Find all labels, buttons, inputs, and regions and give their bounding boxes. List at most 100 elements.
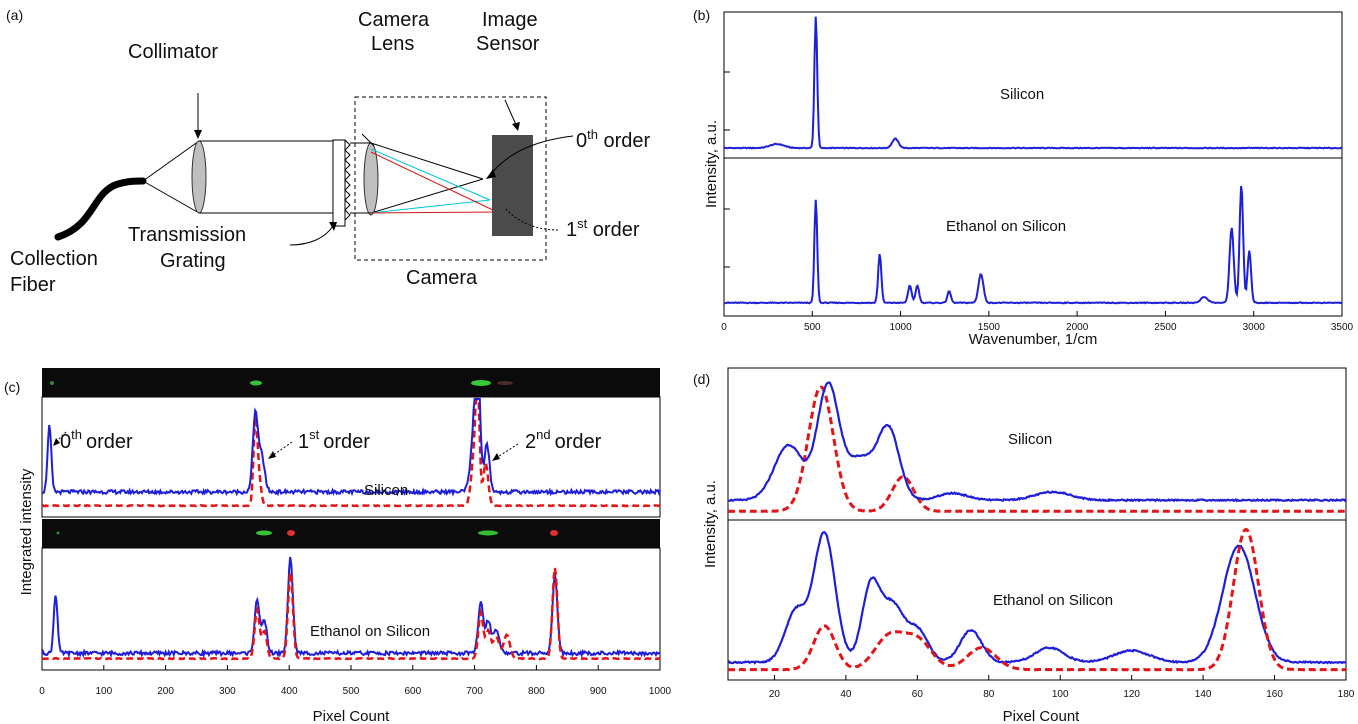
chart-b-frame — [723, 11, 1343, 317]
ray-1st-cyan-a — [370, 148, 491, 201]
chart-d-xlabel: Pixel Count — [1003, 708, 1081, 724]
chart-d-ylabel: Intensity, a.u. — [702, 480, 719, 568]
chart-d-label-silicon: Silicon — [1008, 431, 1052, 448]
x-tick-label: 2500 — [1154, 322, 1177, 333]
strip-top-spot-1 — [250, 380, 262, 386]
image-sensor-label-2: Sensor — [476, 33, 540, 55]
chart-d-bottom-measured — [727, 531, 1347, 665]
strip-bottom-spot-4 — [550, 530, 558, 536]
strip-top-spot-2 — [471, 380, 491, 386]
strip-bottom-spot-1 — [256, 530, 272, 536]
panel-label-c: (c) — [4, 379, 20, 395]
order0-pointer — [489, 135, 574, 176]
order1-arrowhead — [268, 451, 276, 459]
x-tick-label: 100 — [95, 686, 112, 697]
strip-bottom-spot-0 — [56, 531, 60, 535]
x-tick-label: 3500 — [1331, 322, 1354, 333]
ray-0th-lower — [370, 178, 484, 214]
x-tick-label: 200 — [157, 686, 174, 697]
panel-label-d: (d) — [693, 371, 710, 387]
chart-d-top-reference — [727, 385, 1347, 513]
ray-1st-red-a — [370, 151, 498, 213]
x-tick-label: 600 — [404, 686, 421, 697]
strip-bottom-spot-2 — [287, 530, 295, 536]
chart-d-label-ethanol: Ethanol on Silicon — [993, 592, 1113, 609]
chart-c-xlabel: Pixel Count — [313, 708, 391, 724]
image-sensor-pointer — [504, 99, 518, 128]
panel-label-a: (a) — [6, 7, 23, 23]
panel-label-b: (b) — [693, 7, 710, 23]
x-tick-label: 20 — [769, 689, 781, 700]
x-tick-label: 40 — [840, 689, 852, 700]
grating-teeth — [344, 139, 351, 221]
chart-c-order0-label: 0th order — [60, 427, 133, 453]
chart-b: 0 500 1000 1500 2000 2500 3000 3500 Silicon Eth… — [703, 11, 1354, 348]
order2-arrow-line — [495, 443, 519, 459]
chart-d: 20 40 60 80 100 120 140 160 180 Silicon Ethanol … — [702, 367, 1355, 724]
x-tick-label: 0 — [39, 686, 45, 697]
chart-c-camera-strip-top — [42, 368, 660, 397]
collection-fiber-label-2: Fiber — [10, 274, 56, 296]
camera-lens-label-1: Camera — [358, 9, 430, 31]
x-tick-label: 140 — [1195, 689, 1212, 700]
chart-b-label-ethanol: Ethanol on Silicon — [946, 218, 1066, 235]
chart-c-label-silicon: Silicon — [364, 482, 408, 499]
image-sensor-label-1: Image — [482, 9, 538, 31]
camera-label: Camera — [406, 267, 478, 289]
order2-arrowhead — [492, 453, 500, 461]
x-tick-label: 1000 — [889, 322, 912, 333]
x-tick-label: 300 — [219, 686, 236, 697]
chart-c-camera-strip-bottom — [42, 519, 660, 548]
x-tick-label: 160 — [1266, 689, 1283, 700]
collimator-label: Collimator — [128, 41, 218, 63]
ray-1st-red-b — [370, 211, 498, 214]
strip-top-spot-3 — [497, 381, 513, 385]
chart-b-series-ethanol — [724, 185, 1343, 305]
chart-c-frame-top — [41, 396, 661, 518]
chart-b-series-silicon — [723, 16, 1342, 150]
x-tick-label: 700 — [466, 686, 483, 697]
order0-label: 0th order — [576, 127, 651, 152]
transmission-grating-label-2: Grating — [160, 250, 226, 272]
chart-c-top-measured — [41, 398, 661, 497]
collimator-lens — [191, 140, 207, 214]
image-sensor-arrowhead — [512, 122, 520, 131]
x-tick-label: 800 — [528, 686, 545, 697]
chart-d-frame — [727, 367, 1347, 681]
strip-top-spot-0 — [50, 381, 54, 385]
x-tick-label: 80 — [983, 689, 995, 700]
chart-b-xlabel: Wavenumber, 1/cm — [969, 331, 1098, 348]
beam-upper-diverging — [142, 140, 200, 182]
x-tick-label: 3000 — [1243, 322, 1266, 333]
camera-box — [354, 96, 547, 261]
transmission-grating-label-1: Transmission — [128, 224, 246, 246]
camera-lens-pointer — [361, 133, 375, 147]
order0-arrowhead — [486, 169, 496, 179]
chart-c-x-ticks: 0 100 200 300 400 500 600 700 800 900 1000 — [39, 665, 672, 697]
chart-d-bottom-reference — [727, 527, 1346, 672]
grating-pointer — [289, 225, 334, 246]
x-tick-label: 0 — [721, 322, 727, 333]
x-tick-label: 500 — [804, 322, 821, 333]
spectrometer-diagram: Collimator Camera Lens Image Sensor 0th … — [10, 9, 651, 296]
chart-b-x-ticks: 0 500 1000 1500 2000 2500 3000 3500 — [721, 311, 1354, 333]
x-tick-label: 180 — [1338, 689, 1355, 700]
beam-lower-diverging — [142, 180, 200, 214]
order1-label: 1st order — [566, 216, 640, 241]
chart-c-bottom-reference — [41, 567, 661, 661]
x-tick-label: 120 — [1123, 689, 1140, 700]
order1-pointer — [504, 207, 559, 231]
x-tick-label: 1000 — [649, 686, 672, 697]
x-tick-label: 60 — [912, 689, 924, 700]
chart-b-label-silicon: Silicon — [1000, 86, 1044, 103]
chart-c-ylabel: Integrated intensity — [18, 468, 35, 595]
chart-c-bottom-measured — [41, 556, 661, 659]
chart-c-label-ethanol: Ethanol on Silicon — [310, 623, 430, 640]
strip-bottom-spot-3 — [478, 530, 498, 536]
collection-fiber-label-1: Collection — [10, 248, 98, 270]
collection-fiber-cable — [54, 177, 147, 241]
grating-arrowhead — [329, 222, 337, 231]
chart-c-order1-label: 1st order — [298, 427, 370, 453]
camera-lens-label-2: Lens — [371, 33, 414, 55]
